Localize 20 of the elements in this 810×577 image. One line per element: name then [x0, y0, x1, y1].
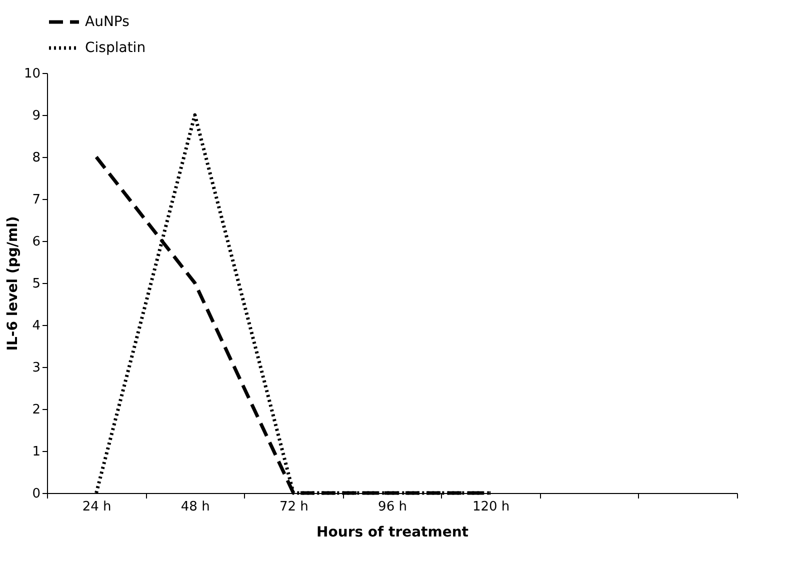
x-tick-label: 48 h [180, 500, 210, 514]
y-tick-label: 10 [24, 66, 40, 82]
y-tick-label: 5 [32, 276, 40, 292]
x-tick-label: 96 h [378, 500, 407, 514]
x-tick-label: 24 h [82, 500, 112, 514]
y-tick-label: 2 [32, 402, 40, 418]
y-tick-label: 9 [32, 108, 40, 124]
y-tick-label: 0 [32, 486, 40, 502]
y-tick-label: 7 [32, 192, 40, 208]
y-axis-title: IL-6 level (pg/ml) [4, 216, 21, 351]
x-tick-label: 72 h [279, 500, 308, 514]
y-tick-label: 3 [32, 360, 40, 376]
y-tick-label: 6 [32, 234, 40, 250]
legend-label: AuNPs [85, 14, 130, 30]
legend-label: Cisplatin [85, 40, 146, 56]
y-tick-label: 1 [32, 444, 40, 460]
y-tick-label: 8 [32, 150, 40, 166]
x-tick-label: 120 h [472, 500, 510, 514]
y-tick-label: 4 [32, 318, 40, 334]
x-axis-title: Hours of treatment [316, 524, 469, 540]
